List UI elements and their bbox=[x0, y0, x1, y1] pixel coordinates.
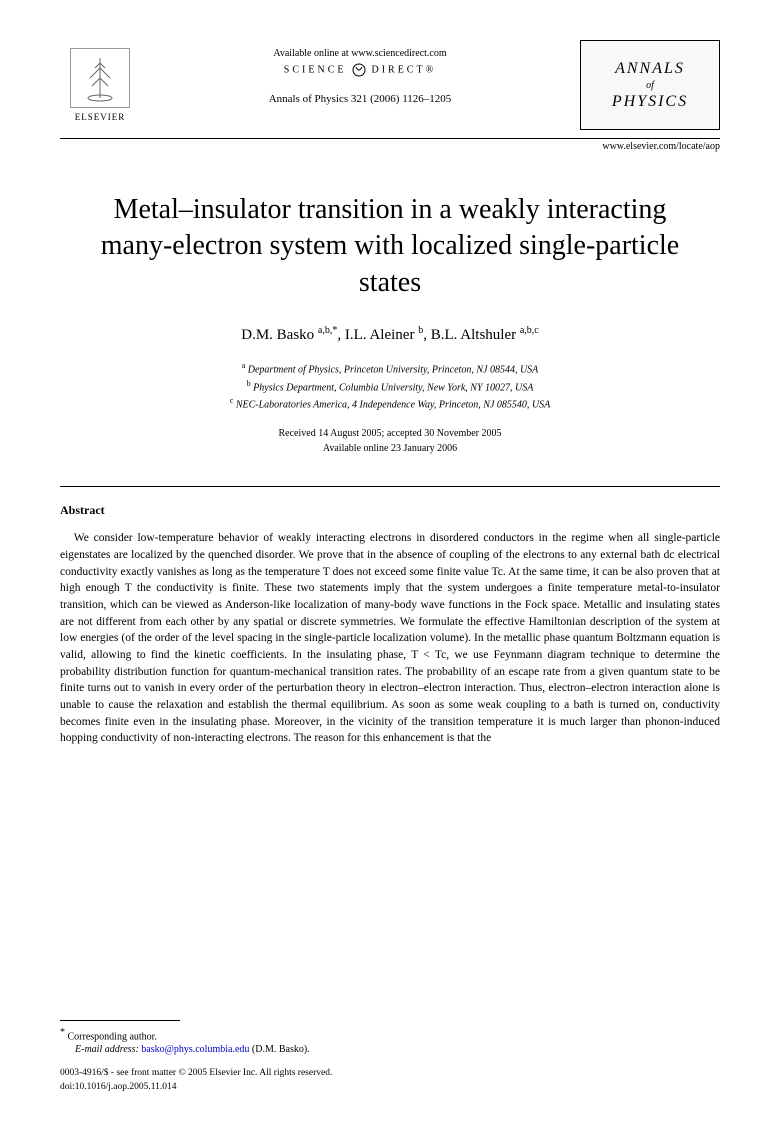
header-rule bbox=[60, 138, 720, 139]
journal-url[interactable]: www.elsevier.com/locate/aop bbox=[60, 141, 720, 152]
affiliation-a-text: Department of Physics, Princeton Univers… bbox=[248, 365, 539, 376]
publisher-name: ELSEVIER bbox=[75, 112, 126, 122]
author-2: I.L. Aleiner bbox=[345, 327, 415, 343]
center-header: Available online at www.sciencedirect.co… bbox=[140, 40, 580, 105]
journal-title-box: ANNALS of PHYSICS bbox=[580, 40, 720, 130]
science-direct-word1: SCIENCE bbox=[284, 64, 347, 75]
affiliation-c: c NEC-Laboratories America, 4 Independen… bbox=[60, 395, 720, 412]
author-email-link[interactable]: basko@phys.columbia.edu bbox=[141, 1044, 249, 1055]
corresponding-label: Corresponding author. bbox=[68, 1031, 157, 1042]
email-line: E-mail address: basko@phys.columbia.edu … bbox=[60, 1044, 720, 1055]
affiliation-b: b Physics Department, Columbia Universit… bbox=[60, 378, 720, 395]
article-title: Metal–insulator transition in a weakly i… bbox=[100, 192, 680, 301]
affiliation-b-text: Physics Department, Columbia University,… bbox=[253, 382, 533, 393]
header-row: ELSEVIER Available online at www.science… bbox=[60, 40, 720, 130]
affiliation-a: a Department of Physics, Princeton Unive… bbox=[60, 360, 720, 377]
author-list: D.M. Basko a,b,*, I.L. Aleiner b, B.L. A… bbox=[60, 325, 720, 344]
journal-box-line2: of bbox=[646, 80, 654, 91]
science-direct-logo: SCIENCE DIRECT® bbox=[140, 63, 580, 77]
journal-box-line1: ANNALS bbox=[615, 60, 685, 78]
copyright-line1: 0003-4916/$ - see front matter © 2005 El… bbox=[60, 1067, 720, 1080]
article-dates: Received 14 August 2005; accepted 30 Nov… bbox=[60, 426, 720, 456]
dates-received: Received 14 August 2005; accepted 30 Nov… bbox=[60, 426, 720, 441]
abstract-body: We consider low-temperature behavior of … bbox=[60, 530, 720, 747]
author-1: D.M. Basko bbox=[241, 327, 314, 343]
journal-reference: Annals of Physics 321 (2006) 1126–1205 bbox=[140, 93, 580, 105]
abstract-heading: Abstract bbox=[60, 503, 720, 518]
journal-box-line3: PHYSICS bbox=[612, 93, 688, 111]
abstract-rule bbox=[60, 486, 720, 487]
sciencedirect-icon bbox=[352, 63, 366, 77]
email-label: E-mail address: bbox=[75, 1044, 139, 1055]
page-footer: * Corresponding author. E-mail address: … bbox=[60, 1020, 720, 1094]
footnote-rule bbox=[60, 1020, 180, 1021]
author-2-sup: b bbox=[418, 325, 423, 336]
dates-online: Available online 23 January 2006 bbox=[60, 441, 720, 456]
affiliation-c-text: NEC-Laboratories America, 4 Independence… bbox=[236, 399, 550, 410]
publisher-logo: ELSEVIER bbox=[60, 40, 140, 130]
email-attribution: (D.M. Basko). bbox=[252, 1044, 310, 1055]
elsevier-tree-icon bbox=[70, 48, 130, 108]
author-3-sup: a,b,c bbox=[520, 325, 539, 336]
corresponding-author-note: * Corresponding author. bbox=[60, 1027, 720, 1042]
author-3: B.L. Altshuler bbox=[431, 327, 516, 343]
copyright-block: 0003-4916/$ - see front matter © 2005 El… bbox=[60, 1067, 720, 1094]
available-online-text: Available online at www.sciencedirect.co… bbox=[140, 48, 580, 59]
affiliations: a Department of Physics, Princeton Unive… bbox=[60, 360, 720, 412]
science-direct-word2: DIRECT® bbox=[371, 64, 436, 75]
doi-line: doi:10.1016/j.aop.2005.11.014 bbox=[60, 1081, 720, 1094]
author-1-sup: a,b,* bbox=[318, 325, 337, 336]
